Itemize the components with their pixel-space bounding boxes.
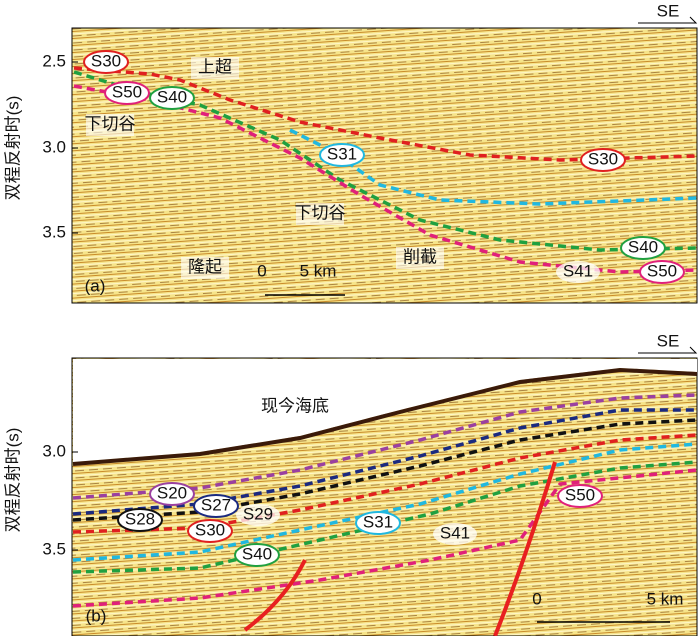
annotation: 现今海底 [261, 396, 329, 415]
horizon-badge [83, 50, 129, 74]
direction-arrow [638, 346, 698, 354]
horizon-line [72, 393, 698, 500]
horizon-label: S30 [91, 51, 121, 70]
horizon-badge [556, 261, 600, 283]
annotation: 下切谷 [85, 114, 136, 133]
horizon-label: S31 [363, 512, 393, 531]
seafloor [72, 367, 698, 466]
horizon-label: S28 [125, 509, 155, 528]
horizon-badge [149, 86, 195, 110]
horizon-line [73, 66, 698, 162]
horizon-line [72, 460, 698, 574]
horizon-badge [557, 484, 603, 508]
annotation: 隆起 [188, 257, 222, 276]
scale-end: 5 km [647, 589, 684, 608]
y-axis-title: 双程反射时(s) [3, 96, 22, 201]
y-tick-label: 2.5 [42, 51, 66, 70]
horizon-label: S40 [157, 87, 187, 106]
annotation: 削截 [403, 247, 437, 266]
y-axis-title: 双程反射时(s) [3, 428, 22, 533]
horizon-badge [580, 148, 626, 172]
horizon-label: S30 [195, 520, 225, 539]
direction-label: SE [657, 331, 680, 350]
horizon-line [72, 442, 698, 562]
horizon-label: S30 [588, 149, 618, 168]
horizon-line [289, 128, 698, 206]
horizon-badge [187, 519, 233, 543]
horizon-badge [117, 508, 163, 532]
scale-start: 0 [257, 261, 266, 280]
horizon-line [72, 468, 698, 608]
horizon-label: S40 [242, 544, 272, 563]
horizon-line [73, 70, 698, 252]
horizon-line [72, 433, 698, 534]
horizon-label: S27 [201, 495, 231, 514]
panel-label: (a) [85, 276, 106, 295]
y-tick-label: 3.5 [42, 539, 66, 558]
horizon-label: S50 [112, 82, 142, 101]
annotation-bg [271, 396, 319, 418]
annotation: 下切谷 [295, 203, 346, 222]
horizon-badge [236, 504, 280, 526]
direction-label: SE [657, 1, 680, 20]
annotation-bg [191, 57, 239, 79]
y-tick-label: 3.0 [42, 137, 66, 156]
horizon-label: S20 [157, 483, 187, 502]
horizon-badge [193, 494, 239, 518]
horizon-badge [620, 236, 666, 260]
horizon-badge [355, 511, 401, 535]
horizon-label: S50 [565, 485, 595, 504]
horizon-badge [234, 543, 280, 567]
annotation-bg [296, 203, 344, 225]
horizon-badge [433, 523, 477, 545]
horizon-label: S31 [327, 144, 357, 163]
fault [493, 461, 557, 636]
y-tick-label: 3.5 [42, 222, 66, 241]
y-tick-label: 3.0 [42, 441, 66, 460]
horizon-label: S50 [647, 261, 677, 280]
direction-arrow [638, 16, 698, 24]
horizon-label: S41 [440, 523, 470, 542]
horizon-line [72, 418, 698, 522]
horizon-badge [319, 143, 365, 167]
annotation: 上超 [198, 57, 232, 76]
water-column [73, 359, 697, 462]
panel-label: (b) [86, 606, 107, 625]
annotation-bg [396, 247, 444, 269]
horizon-label: S40 [628, 237, 658, 256]
scale-start: 0 [532, 589, 541, 608]
horizon-badge [104, 81, 150, 105]
annotation-bg [181, 257, 229, 279]
horizon-label: S41 [563, 261, 593, 280]
horizon-label: S29 [243, 504, 273, 523]
fault [243, 559, 307, 632]
horizon-badge [149, 482, 195, 506]
horizon-line [72, 408, 697, 516]
scale-end: 5 km [300, 261, 337, 280]
horizon-badge [639, 260, 685, 284]
annotation-bg [86, 114, 134, 136]
